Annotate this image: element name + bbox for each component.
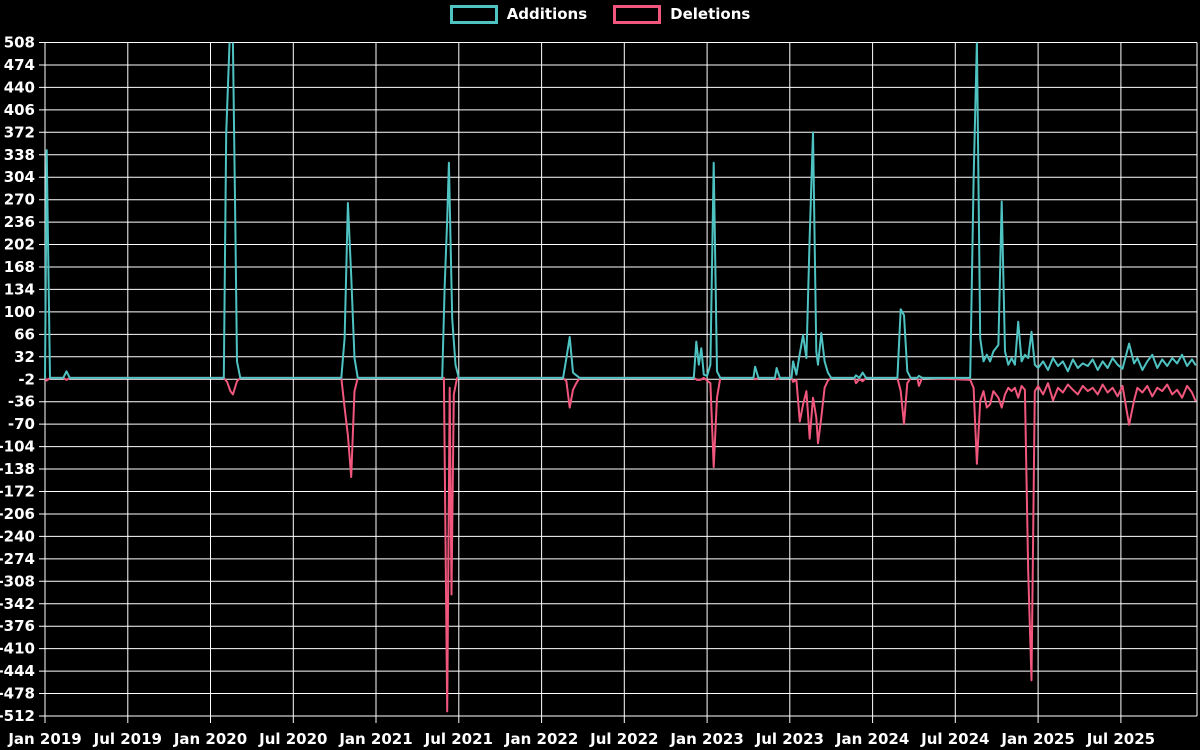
chart-legend: Additions Deletions xyxy=(0,5,1200,24)
grid xyxy=(39,42,1198,723)
y-tick-label: 270 xyxy=(4,191,35,209)
x-tick-label: Jan 2019 xyxy=(7,730,81,748)
legend-item-deletions[interactable]: Deletions xyxy=(613,5,750,24)
y-tick-label: -36 xyxy=(8,393,35,411)
x-tick-label: Jan 2025 xyxy=(1000,730,1074,748)
y-tick-label: -444 xyxy=(0,662,35,680)
y-tick-label: 304 xyxy=(4,168,35,186)
y-tick-label: -274 xyxy=(0,550,35,568)
x-tick-label: Jul 2023 xyxy=(755,730,824,748)
y-tick-label: -172 xyxy=(0,483,35,501)
y-tick-label: 202 xyxy=(4,236,35,254)
legend-label-deletions: Deletions xyxy=(670,5,751,23)
y-tick-label: -138 xyxy=(0,460,35,478)
x-tick-label: Jul 2022 xyxy=(589,730,658,748)
y-tick-label: 406 xyxy=(4,101,35,119)
y-tick-label: -512 xyxy=(0,707,35,725)
series-line-additions xyxy=(44,42,1197,379)
y-tick-label: 134 xyxy=(4,280,35,298)
y-tick-label: 236 xyxy=(4,213,35,231)
series-line-deletions xyxy=(44,376,1197,713)
y-tick-label: -478 xyxy=(0,685,35,703)
y-tick-label: 474 xyxy=(4,56,35,74)
y-tick-label: -70 xyxy=(8,415,35,433)
y-tick-label: -410 xyxy=(0,640,35,658)
y-tick-label: 32 xyxy=(14,348,35,366)
y-tick-label: -206 xyxy=(0,505,35,523)
axis-labels: 508 474 440 406 372 338 304 270 236 202 168 134 100 6… xyxy=(0,34,1155,749)
y-tick-label: 372 xyxy=(4,123,35,141)
x-tick-label: Jul 2020 xyxy=(258,730,327,748)
y-tick-label: -2 xyxy=(18,370,35,388)
legend-item-additions[interactable]: Additions xyxy=(449,5,588,24)
x-tick-label: Jul 2021 xyxy=(424,730,493,748)
x-tick-label: Jan 2020 xyxy=(173,730,247,748)
y-tick-label: -376 xyxy=(0,617,35,635)
y-tick-label: 440 xyxy=(4,78,35,96)
additions-swatch-icon xyxy=(449,5,498,24)
x-tick-label: Jul 2025 xyxy=(1086,730,1155,748)
x-tick-label: Jan 2021 xyxy=(338,730,412,748)
y-tick-label: -104 xyxy=(0,438,35,456)
y-tick-label: 100 xyxy=(4,303,35,321)
y-tick-label: -240 xyxy=(0,527,35,545)
legend-label-additions: Additions xyxy=(506,5,588,23)
y-tick-label: 66 xyxy=(14,325,35,343)
x-tick-label: Jul 2024 xyxy=(920,730,989,748)
y-tick-label: 168 xyxy=(4,258,35,276)
y-tick-label: 508 xyxy=(4,34,35,52)
x-tick-label: Jan 2024 xyxy=(835,730,909,748)
x-tick-label: Jan 2023 xyxy=(669,730,743,748)
x-tick-label: Jan 2022 xyxy=(504,730,578,748)
y-tick-label: -342 xyxy=(0,595,35,613)
y-tick-label: 338 xyxy=(4,146,35,164)
x-tick-label: Jul 2019 xyxy=(93,730,162,748)
deletions-swatch-icon xyxy=(613,5,662,24)
y-tick-label: -308 xyxy=(0,572,35,590)
